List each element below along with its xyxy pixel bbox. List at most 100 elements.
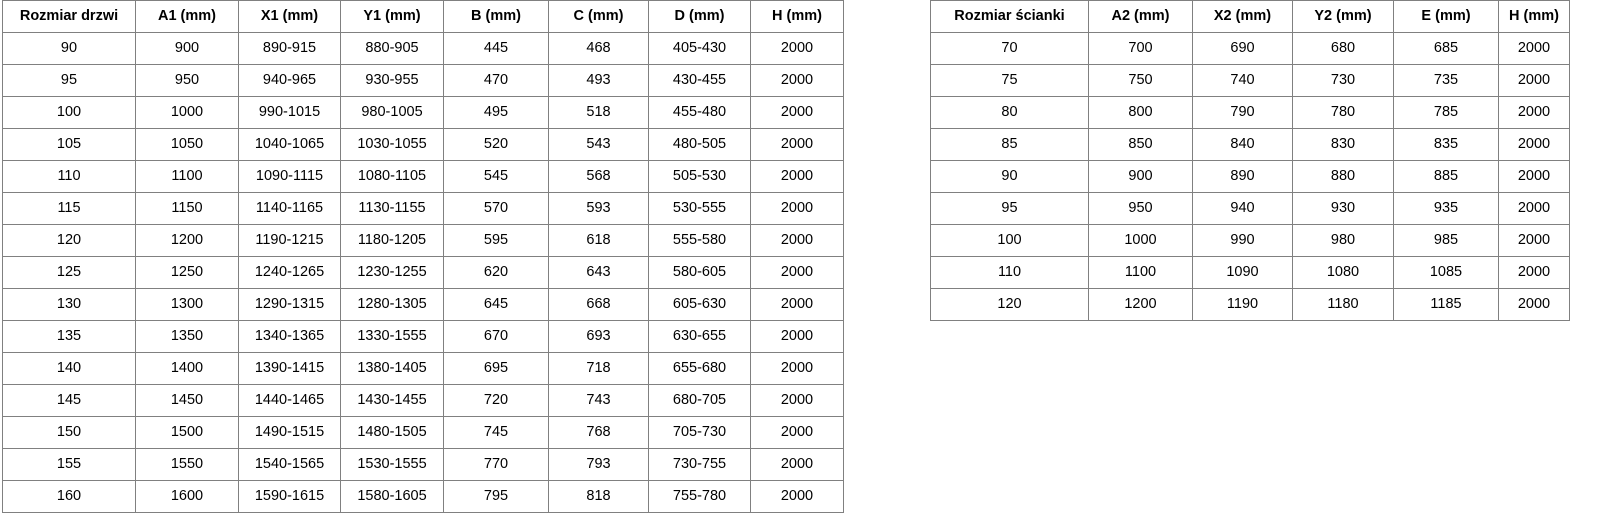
table-row: 100 1000 990-1015 980-1005 495 518 455-480 2000: [2, 96, 844, 129]
table-cell: 1140-1165: [238, 192, 341, 225]
table-cell: 1430-1455: [340, 384, 444, 417]
table-row: 90 900 890 880 885 2000: [930, 160, 1570, 193]
table-cell: 568: [548, 160, 649, 193]
table-cell: 1340-1365: [238, 320, 341, 353]
table-cell: 1185: [1393, 288, 1499, 321]
walls-table-container: Rozmiar ścianki A2 (mm) X2 (mm) Y2 (mm) E (m…: [930, 0, 1570, 321]
table-cell: 1550: [135, 448, 239, 481]
table-cell: 980-1005: [340, 96, 444, 129]
table-cell: 405-430: [648, 32, 751, 65]
column-header: H (mm): [750, 0, 844, 33]
table-cell: 2000: [1498, 192, 1570, 225]
table-cell: 1040-1065: [238, 128, 341, 161]
table-cell: 470: [443, 64, 549, 97]
table-cell: 1180-1205: [340, 224, 444, 257]
table-cell: 445: [443, 32, 549, 65]
table-cell: 1450: [135, 384, 239, 417]
table-row: 110 1100 1090 1080 1085 2000: [930, 256, 1570, 289]
column-header: Y2 (mm): [1292, 0, 1394, 33]
table-cell: 1330-1555: [340, 320, 444, 353]
table-cell: 570: [443, 192, 549, 225]
table-cell: 620: [443, 256, 549, 289]
table-cell: 2000: [1498, 256, 1570, 289]
table-cell: 530-555: [648, 192, 751, 225]
table-cell: 705-730: [648, 416, 751, 449]
table-cell: 1300: [135, 288, 239, 321]
row-size-cell: 150: [2, 416, 136, 449]
column-header: H (mm): [1498, 0, 1570, 33]
table-cell: 2000: [750, 224, 844, 257]
table-cell: 700: [1088, 32, 1193, 65]
table-cell: 1230-1255: [340, 256, 444, 289]
doors-table-body: 90 900 890-915 880-905 445 468 405-430 2000 95 95…: [2, 32, 844, 513]
table-cell: 980: [1292, 224, 1394, 257]
table-cell: 743: [548, 384, 649, 417]
table-cell: 745: [443, 416, 549, 449]
column-header: X1 (mm): [238, 0, 341, 33]
row-size-cell: 80: [930, 96, 1089, 129]
table-cell: 740: [1192, 64, 1293, 97]
table-cell: 2000: [750, 384, 844, 417]
table-cell: 930-955: [340, 64, 444, 97]
table-cell: 545: [443, 160, 549, 193]
table-cell: 1130-1155: [340, 192, 444, 225]
table-row: 150 1500 1490-1515 1480-1505 745 768 705-730 20…: [2, 416, 844, 449]
table-cell: 2000: [1498, 224, 1570, 257]
table-cell: 2000: [1498, 96, 1570, 129]
row-size-cell: 95: [2, 64, 136, 97]
row-size-cell: 155: [2, 448, 136, 481]
table-cell: 2000: [1498, 64, 1570, 97]
table-cell: 2000: [750, 160, 844, 193]
table-cell: 2000: [750, 352, 844, 385]
table-cell: 793: [548, 448, 649, 481]
table-cell: 1600: [135, 480, 239, 513]
table-cell: 2000: [1498, 288, 1570, 321]
table-row: 90 900 890-915 880-905 445 468 405-430 2000: [2, 32, 844, 65]
table-cell: 2000: [750, 192, 844, 225]
table-cell: 780: [1292, 96, 1394, 129]
table-cell: 990: [1192, 224, 1293, 257]
table-cell: 940-965: [238, 64, 341, 97]
table-cell: 2000: [750, 448, 844, 481]
table-cell: 880: [1292, 160, 1394, 193]
table-row: 155 1550 1540-1565 1530-1555 770 793 730-755 20…: [2, 448, 844, 481]
table-cell: 593: [548, 192, 649, 225]
table-cell: 718: [548, 352, 649, 385]
table-cell: 2000: [750, 416, 844, 449]
row-size-cell: 120: [930, 288, 1089, 321]
table-cell: 2000: [750, 96, 844, 129]
row-size-cell: 110: [2, 160, 136, 193]
table-cell: 1290-1315: [238, 288, 341, 321]
table-row: 85 850 840 830 835 2000: [930, 128, 1570, 161]
table-cell: 1280-1305: [340, 288, 444, 321]
table-cell: 655-680: [648, 352, 751, 385]
table-cell: 2000: [750, 256, 844, 289]
table-cell: 1100: [1088, 256, 1193, 289]
walls-table-body: 70 700 690 680 685 2000 75 750 740 730 735 2000 80 80…: [930, 32, 1570, 321]
table-cell: 1190-1215: [238, 224, 341, 257]
table-cell: 605-630: [648, 288, 751, 321]
table-cell: 468: [548, 32, 649, 65]
table-cell: 2000: [750, 32, 844, 65]
row-size-cell: 125: [2, 256, 136, 289]
table-row: 130 1300 1290-1315 1280-1305 645 668 605-630 20…: [2, 288, 844, 321]
table-cell: 818: [548, 480, 649, 513]
column-header: Y1 (mm): [340, 0, 444, 33]
table-cell: 720: [443, 384, 549, 417]
table-row: 125 1250 1240-1265 1230-1255 620 643 580-605 20…: [2, 256, 844, 289]
table-row: 110 1100 1090-1115 1080-1105 545 568 505-530 20…: [2, 160, 844, 193]
column-header: C (mm): [548, 0, 649, 33]
column-header: Rozmiar drzwi: [2, 0, 136, 33]
table-row: 80 800 790 780 785 2000: [930, 96, 1570, 129]
column-header: E (mm): [1393, 0, 1499, 33]
doors-table-head: Rozmiar drzwi A1 (mm) X1 (mm) Y1 (mm) B (mm)…: [2, 0, 844, 33]
table-cell: 2000: [1498, 32, 1570, 65]
table-cell: 840: [1192, 128, 1293, 161]
table-row: 70 700 690 680 685 2000: [930, 32, 1570, 65]
table-cell: 730-755: [648, 448, 751, 481]
row-size-cell: 115: [2, 192, 136, 225]
table-cell: 2000: [750, 480, 844, 513]
table-cell: 643: [548, 256, 649, 289]
table-cell: 520: [443, 128, 549, 161]
table-cell: 690: [1192, 32, 1293, 65]
